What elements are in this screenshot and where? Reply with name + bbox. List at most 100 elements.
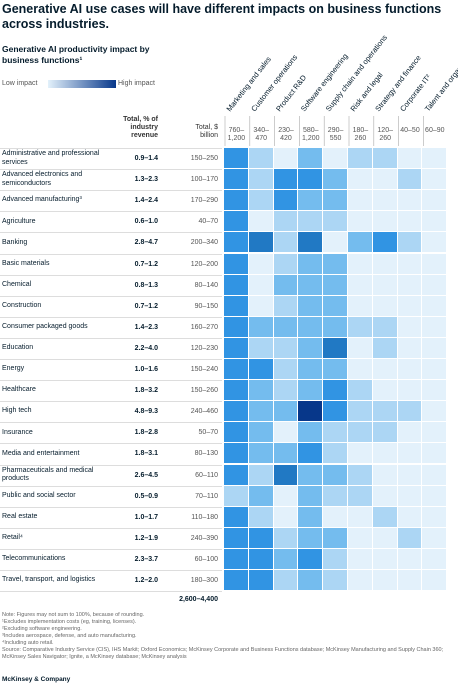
row-label: Travel, transport, and logistics — [2, 576, 96, 584]
legend-low: Low impact — [2, 80, 38, 87]
heat-cell — [248, 169, 274, 191]
heat-cell — [224, 401, 249, 423]
heat-cell — [273, 401, 299, 423]
heat-cell — [298, 190, 324, 212]
row-separator — [0, 548, 222, 550]
heat-cell — [298, 464, 324, 486]
heat-cell — [224, 232, 249, 254]
note: ¹Excludes implementation costs (eg, trai… — [2, 619, 137, 625]
revenue-share: 0.7–1.2 — [134, 260, 158, 268]
row-label: High tech — [2, 407, 32, 415]
revenue-header: Total, % of industry revenue — [123, 116, 158, 139]
heat-cell — [298, 422, 324, 444]
heat-cell — [422, 422, 448, 444]
heat-cell — [397, 148, 423, 170]
heat-cell — [224, 337, 249, 359]
heat-cell — [397, 211, 423, 233]
footer: McKinsey & Company — [2, 676, 71, 683]
heat-cell — [224, 380, 249, 402]
heat-cell — [273, 274, 299, 296]
row-label: Advanced electronics and semiconductors — [2, 171, 83, 187]
row-separator — [0, 401, 222, 403]
heat-cell — [422, 253, 448, 275]
heat-cell — [224, 443, 249, 465]
spend: 240–460 — [190, 408, 218, 416]
heat-cell — [273, 443, 299, 465]
heat-cell — [248, 337, 274, 359]
revenue-share: 2.2–4.0 — [134, 344, 158, 352]
heat-cell — [348, 527, 373, 549]
row-separator — [0, 169, 222, 171]
heat-cell — [224, 316, 249, 338]
heat-cell — [273, 422, 299, 444]
revenue-share: 0.5–0.9 — [134, 492, 158, 500]
heat-cell — [348, 506, 373, 528]
heat-cell — [422, 232, 448, 254]
heat-cell — [397, 485, 423, 507]
row-label: Pharmaceuticals and medical products — [2, 466, 94, 483]
revenue-share: 2.3–3.7 — [134, 555, 158, 563]
heat-cell — [323, 485, 348, 507]
heat-cell — [348, 464, 373, 486]
row-label: Telecommunications — [2, 555, 66, 563]
heat-cell — [298, 527, 324, 549]
heat-cell — [348, 295, 373, 317]
row-label: Advanced manufacturing³ — [2, 196, 82, 204]
heat-cell — [248, 464, 274, 486]
heat-cell — [348, 190, 373, 212]
heat-cell — [248, 422, 274, 444]
heat-cell — [372, 295, 398, 317]
heat-cell — [273, 232, 299, 254]
heat-cell — [422, 148, 448, 170]
heat-cell — [273, 485, 299, 507]
spend: 120–230 — [190, 344, 218, 352]
heat-cell — [298, 169, 324, 191]
row-label: Real estate — [2, 512, 38, 520]
row-separator — [0, 359, 222, 360]
row-separator — [0, 464, 222, 466]
heat-cell — [224, 570, 249, 592]
heat-cell — [422, 316, 448, 338]
row-separator — [0, 527, 222, 529]
heat-cell — [298, 485, 324, 507]
heat-cell — [372, 359, 398, 381]
heat-cell — [397, 506, 423, 528]
heat-cell — [397, 570, 423, 592]
heat-cell — [348, 232, 373, 254]
heat-cell — [397, 232, 423, 254]
heat-cell — [224, 274, 249, 296]
heat-cell — [273, 148, 299, 170]
heat-cell — [372, 211, 398, 233]
spend-header: Total, $ billion — [195, 124, 218, 139]
column-total: 230–420 — [278, 127, 294, 142]
row-separator — [0, 422, 222, 424]
row-label: Healthcare — [2, 386, 36, 394]
heat-cell — [248, 527, 274, 549]
revenue-share: 1.2–1.9 — [134, 534, 158, 542]
heat-cell — [372, 169, 398, 191]
heat-cell — [273, 527, 299, 549]
heat-cell — [248, 295, 274, 317]
spend: 40–70 — [198, 218, 218, 226]
heat-cell — [422, 211, 448, 233]
revenue-share: 0.6–1.0 — [134, 218, 158, 226]
heat-cell — [224, 527, 249, 549]
spend: 160–270 — [190, 323, 218, 331]
heat-cell — [323, 232, 348, 254]
heat-cell — [273, 380, 299, 402]
heat-cell — [397, 464, 423, 486]
heat-cell — [397, 337, 423, 359]
heat-cell — [422, 506, 448, 528]
heat-cell — [248, 359, 274, 381]
revenue-share: 1.2–2.0 — [134, 577, 158, 585]
heat-cell — [224, 506, 249, 528]
heat-cell — [323, 169, 348, 191]
heat-cell — [422, 548, 448, 570]
heat-cell — [348, 422, 373, 444]
heat-cell — [422, 380, 448, 402]
heat-cell — [422, 485, 448, 507]
heat-cell — [224, 359, 249, 381]
heat-cell — [298, 295, 324, 317]
heat-cell — [348, 570, 373, 592]
